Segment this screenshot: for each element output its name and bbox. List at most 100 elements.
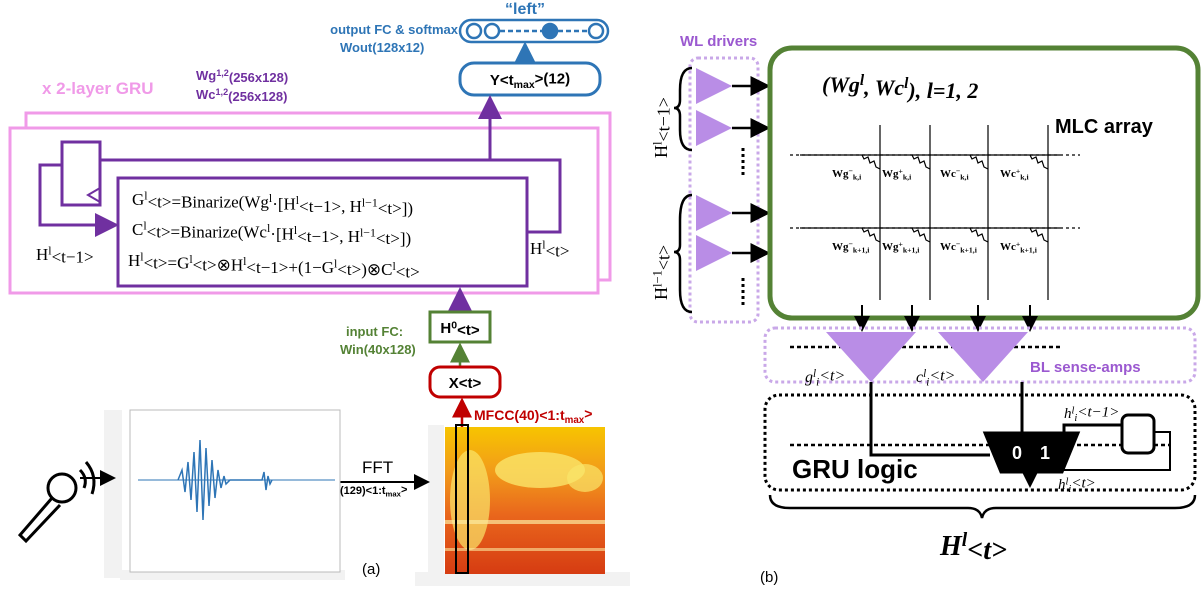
- label-part: Wc: [940, 241, 956, 253]
- gru-logic-label: GRU logic: [792, 454, 918, 484]
- label-part: <t>]): [376, 229, 411, 248]
- spectrogram: [415, 425, 630, 586]
- label-part: >(12): [535, 71, 570, 88]
- g-output: gli<t>: [805, 368, 845, 389]
- label-part: <t>: [819, 368, 845, 385]
- label-part: Wg: [882, 241, 899, 253]
- label-part: max: [514, 79, 535, 91]
- label-part: <t−1>: [653, 97, 673, 141]
- label-part: >: [401, 484, 407, 496]
- h-prev-input: Hl<t−1>: [650, 97, 673, 158]
- label-part: (256x128): [228, 89, 287, 104]
- mlc-cell: [862, 155, 880, 169]
- h-output: Hl<t>: [939, 530, 1007, 566]
- h-lower-input: Hl−1<t>: [650, 245, 673, 300]
- label-part: <t>=G: [144, 253, 190, 272]
- label-part: max: [386, 489, 402, 498]
- wl-drivers: [674, 68, 768, 312]
- wc-label: Wc1,2(256x128): [196, 87, 287, 104]
- microphone-icon: [20, 462, 114, 541]
- h-prev: Hl<t−1>: [36, 244, 94, 267]
- label-part: <t>)⊗C: [337, 260, 392, 279]
- wg-label: Wg1,2(256x128): [196, 68, 288, 85]
- label-part: H: [530, 239, 542, 258]
- panel-label: (b): [760, 569, 778, 586]
- h-feedback: hli<t−1>: [1064, 405, 1119, 425]
- label-part: Wg: [196, 68, 216, 83]
- label-part: <t>: [929, 368, 955, 385]
- label-part: h: [1058, 477, 1066, 493]
- label-part: <t>: [1071, 476, 1095, 492]
- label-part: k,i: [1020, 172, 1029, 181]
- output-fc-label: output FC & softmax: [330, 22, 459, 37]
- figure: “left” output FC & softmax Wout(128x12) …: [0, 0, 1202, 592]
- label-part: (Wg: [822, 72, 860, 97]
- label-part: <t−1>+(1−G: [246, 258, 334, 277]
- h-result: hli<t>: [1058, 476, 1096, 496]
- wout-label: Wout(128x12): [340, 40, 424, 55]
- label-part: G: [132, 190, 144, 209]
- cell-label: Wg+k,i: [882, 167, 912, 182]
- label-part: k,i: [853, 172, 862, 181]
- label-part: k+1,i: [960, 245, 977, 254]
- wl-drivers-label: WL drivers: [680, 33, 757, 50]
- output-word: “left”: [505, 1, 545, 18]
- label-part: (129)<1:t: [340, 485, 386, 497]
- cell-label: Wc−k,i: [940, 167, 969, 182]
- output-brace: [770, 495, 1195, 518]
- label-part: <t>: [396, 262, 420, 281]
- label-part: MFCC(40)<1:t: [474, 407, 565, 423]
- input-fc: input FC:: [346, 324, 403, 339]
- label-part: <t>⊗H: [193, 256, 243, 275]
- label-part: H: [651, 145, 671, 158]
- label-part: <t>=Binarize(Wg: [148, 192, 270, 211]
- sense-amps-label: BL sense-amps: [1030, 359, 1141, 376]
- waveform: [104, 410, 345, 580]
- weights-label: (Wgl, Wcl), l=1, 2: [822, 72, 978, 103]
- label-part: Wc: [1000, 241, 1016, 253]
- label-part: Wg: [882, 168, 899, 180]
- label-part: <t>: [653, 245, 673, 270]
- cell-label: Wc−k+1,i: [940, 240, 978, 255]
- mux-input-1: 1: [1040, 443, 1050, 463]
- label-part: H: [651, 287, 671, 300]
- label-part: k+1,i: [853, 245, 870, 254]
- label-part: <t−1>, H: [297, 227, 360, 246]
- label-part: ·[H: [272, 195, 296, 214]
- label-part: , Wc: [863, 75, 904, 100]
- h0-label: H0<t>: [440, 319, 479, 339]
- label-part: max: [565, 415, 585, 426]
- crossbar: [790, 125, 1080, 300]
- label-part: 1,2: [216, 87, 229, 97]
- label-part: H: [440, 320, 451, 337]
- win-label: Win(40x128): [340, 342, 416, 357]
- mlc-cell: [912, 228, 930, 242]
- label-part: h: [1064, 406, 1072, 422]
- mlc-cell: [970, 155, 988, 169]
- label-part: >: [584, 406, 592, 422]
- mlc-cell: [1030, 228, 1048, 242]
- label-part: Wc: [196, 87, 216, 102]
- label-part: l−1: [650, 270, 664, 287]
- label-part: Wc: [1000, 168, 1016, 180]
- mlc-cell: [1030, 155, 1048, 169]
- label-part: <t−1>: [52, 247, 94, 266]
- label-part: <t>=Binarize(Wc: [147, 222, 268, 241]
- label-part: <t−1>: [1077, 405, 1119, 421]
- label-part: c: [916, 369, 923, 386]
- label-part: <t>]): [378, 199, 413, 218]
- mfcc-label: MFCC(40)<1:tmax>: [474, 406, 592, 426]
- gru-layers: x 2-layer GRU: [42, 79, 154, 98]
- label-part: <t>: [546, 241, 570, 260]
- fft-label: FFT: [362, 458, 393, 477]
- label-part: ·[H: [270, 225, 294, 244]
- label-part: <t−1>, H: [299, 197, 362, 216]
- label-part: <t>: [967, 535, 1007, 566]
- cell-label: Wc+k+1,i: [1000, 240, 1038, 255]
- mlc-cell: [862, 228, 880, 242]
- mux-input-0: 0: [1012, 443, 1022, 463]
- cell-label: Wc+k,i: [1000, 167, 1029, 182]
- label-part: Wg: [832, 241, 849, 253]
- mlc-cell: [912, 155, 930, 169]
- mlc-array-label: MLC array: [1055, 116, 1154, 138]
